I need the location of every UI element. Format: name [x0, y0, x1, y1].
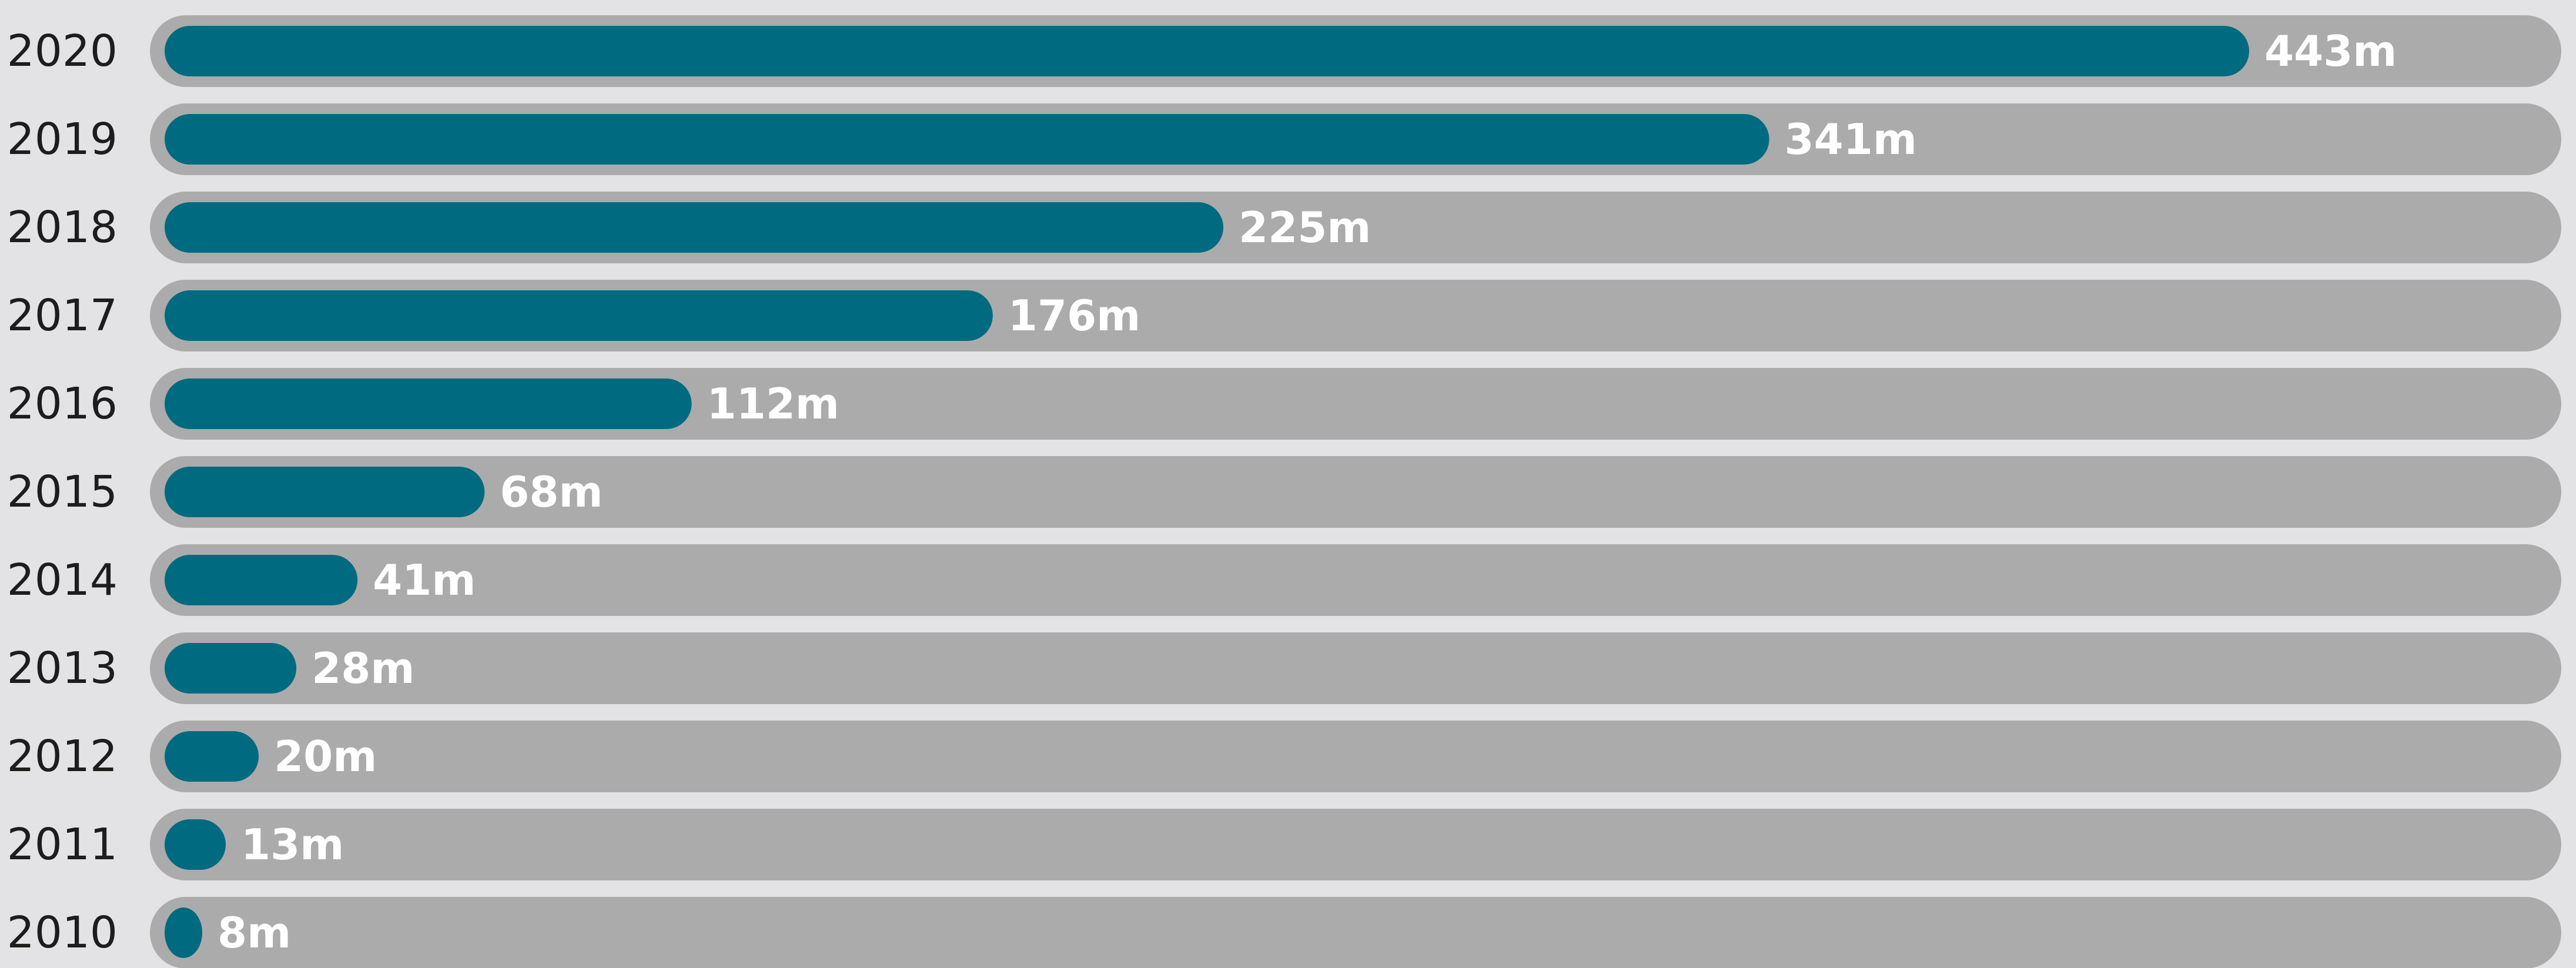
- category-label: 2012: [7, 731, 118, 782]
- bar-2017: [165, 290, 993, 341]
- value-label: 341m: [1785, 115, 1917, 164]
- bar-2015: [165, 467, 485, 517]
- bar-track: [150, 897, 2561, 968]
- category-label: 2017: [7, 290, 118, 341]
- category-label: 2020: [7, 26, 118, 76]
- category-label: 2014: [7, 555, 118, 605]
- category-label: 2011: [7, 819, 118, 870]
- bar-track: [150, 809, 2561, 880]
- bar-2013: [165, 643, 297, 694]
- category-label: 2018: [7, 202, 118, 253]
- bar-track: [150, 368, 2561, 440]
- bar-track: [150, 456, 2561, 528]
- bar-track: [150, 544, 2561, 616]
- category-label: 2015: [7, 467, 118, 517]
- bar-2010: [165, 907, 203, 958]
- value-label: 20m: [274, 732, 377, 781]
- value-label: 13m: [241, 820, 344, 869]
- bar-2012: [165, 731, 259, 782]
- value-label: 68m: [500, 467, 603, 517]
- category-label: 2010: [7, 907, 118, 958]
- bar-2016: [165, 379, 692, 429]
- bar-2014: [165, 555, 358, 605]
- category-label: 2019: [7, 114, 118, 165]
- bar-2020: [165, 26, 2249, 76]
- bar-2011: [165, 819, 226, 870]
- value-label: 176m: [1008, 291, 1140, 340]
- value-label: 28m: [312, 644, 414, 693]
- value-label: 41m: [373, 555, 476, 605]
- value-label: 225m: [1239, 203, 1371, 252]
- value-label: 443m: [2264, 26, 2397, 76]
- category-label: 2016: [7, 379, 118, 429]
- category-label: 2013: [7, 643, 118, 694]
- value-label: 8m: [218, 908, 291, 957]
- value-label: 112m: [707, 379, 839, 428]
- bar-2019: [165, 114, 1769, 165]
- bar-track: [150, 721, 2561, 792]
- bar-track: [150, 632, 2561, 704]
- bar-2018: [165, 202, 1224, 253]
